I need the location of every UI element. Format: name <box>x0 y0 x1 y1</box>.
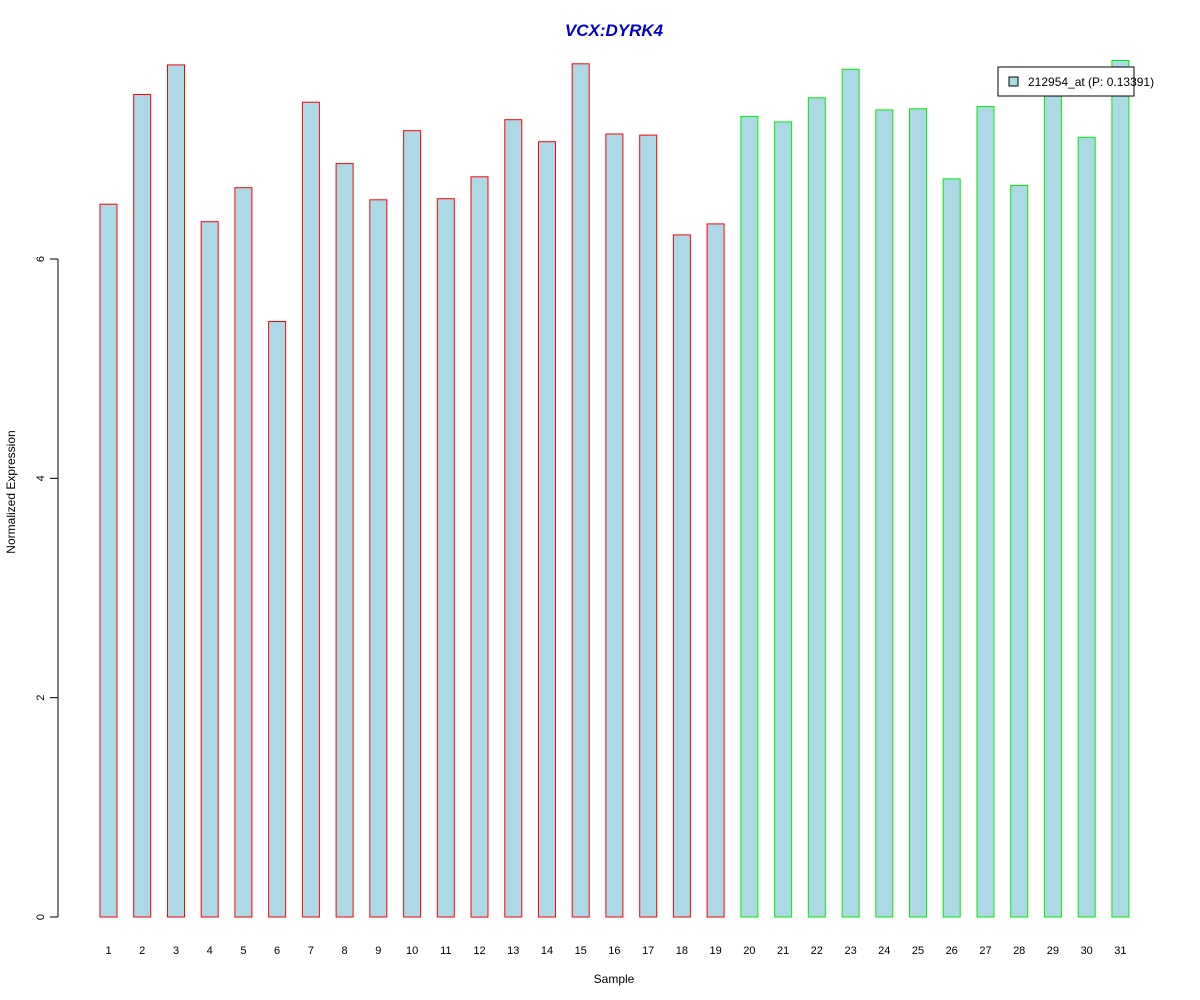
x-tick-label: 22 <box>811 945 823 957</box>
bar-sample-10 <box>403 130 422 918</box>
bar-sample-22 <box>807 97 826 918</box>
bar-sample-17 <box>639 134 658 918</box>
bar-sample-13 <box>504 119 523 918</box>
x-tick-label: 14 <box>541 945 553 957</box>
x-tick-label: 30 <box>1081 945 1093 957</box>
bars-group <box>99 60 1130 918</box>
bar-sample-27 <box>976 106 995 918</box>
bar-sample-19 <box>706 223 725 918</box>
x-tick-label: 24 <box>878 945 890 957</box>
x-tick-label: 11 <box>440 945 451 957</box>
y-tick-label: 6 <box>35 256 47 262</box>
bar-sample-9 <box>369 199 388 918</box>
bar-sample-21 <box>774 121 793 918</box>
y-tick-label: 2 <box>35 695 47 701</box>
bar-sample-2 <box>133 94 152 918</box>
chart-title: VCX:DYRK4 <box>565 21 664 40</box>
legend-label: 212954_at (P: 0.13391) <box>1028 75 1154 89</box>
bar-sample-3 <box>167 64 185 918</box>
bar-sample-30 <box>1077 136 1096 918</box>
x-tick-label: 31 <box>1114 945 1126 957</box>
x-tick-label: 16 <box>608 945 620 957</box>
legend: 212954_at (P: 0.13391) <box>997 66 1154 97</box>
x-tick-label: 18 <box>676 945 688 957</box>
bar-sample-28 <box>1010 185 1029 918</box>
x-tick-label: 27 <box>979 945 991 957</box>
y-axis-label: Normalized Expression <box>4 430 18 553</box>
bar-sample-24 <box>875 109 894 918</box>
bar-sample-5 <box>234 187 253 918</box>
x-tick-label: 12 <box>473 945 485 957</box>
x-tick-label: 20 <box>743 945 755 957</box>
x-tick-label: 2 <box>139 945 145 957</box>
bar-sample-15 <box>571 63 590 918</box>
bar-sample-25 <box>909 108 927 918</box>
bar-sample-14 <box>538 141 556 918</box>
x-tick-label: 25 <box>912 945 924 957</box>
x-tick-label: 7 <box>308 945 314 957</box>
bar-sample-8 <box>335 163 354 918</box>
x-axis-label: Sample <box>594 972 635 986</box>
bar-sample-16 <box>605 133 624 918</box>
x-tick-label: 10 <box>406 945 418 957</box>
x-tick-label: 28 <box>1013 945 1025 957</box>
x-tick-label: 17 <box>642 945 654 957</box>
legend-swatch <box>1008 76 1019 87</box>
x-tick-label: 19 <box>709 945 721 957</box>
x-tick-label: 9 <box>375 945 381 957</box>
x-tick-label: 13 <box>507 945 519 957</box>
bar-sample-11 <box>436 198 455 918</box>
bar-sample-18 <box>672 234 691 918</box>
x-tick-label: 15 <box>575 945 587 957</box>
x-tick-label: 29 <box>1047 945 1059 957</box>
bar-sample-23 <box>841 68 860 918</box>
bar-sample-26 <box>942 178 961 918</box>
bar-sample-29 <box>1043 86 1062 918</box>
x-tick-label: 1 <box>105 945 111 957</box>
y-tick-label: 0 <box>35 914 47 920</box>
bar-sample-20 <box>740 115 759 918</box>
x-tick-label: 6 <box>274 945 280 957</box>
bar-sample-7 <box>301 101 320 918</box>
bar-sample-4 <box>200 221 219 918</box>
x-tick-label: 3 <box>173 945 179 957</box>
bar-sample-12 <box>470 176 489 918</box>
x-tick-label: 5 <box>240 945 246 957</box>
legend-box <box>997 66 1135 97</box>
bar-sample-31 <box>1111 60 1130 918</box>
x-tick-label: 23 <box>844 945 856 957</box>
bar-sample-1 <box>99 203 118 918</box>
x-tick-label: 26 <box>946 945 958 957</box>
bar-sample-6 <box>268 321 287 918</box>
y-tick-label: 4 <box>35 475 47 481</box>
x-tick-labels: 1 2 3 4 5 6 7 8 9 10 11 12 13 14 15 16 17 18 19 20 21 22 23 24 2… <box>105 945 1126 957</box>
x-tick-label: 8 <box>342 945 348 957</box>
x-tick-label: 21 <box>777 945 789 957</box>
x-tick-label: 4 <box>207 945 213 957</box>
y-axis: 0 2 4 6 <box>35 256 59 920</box>
